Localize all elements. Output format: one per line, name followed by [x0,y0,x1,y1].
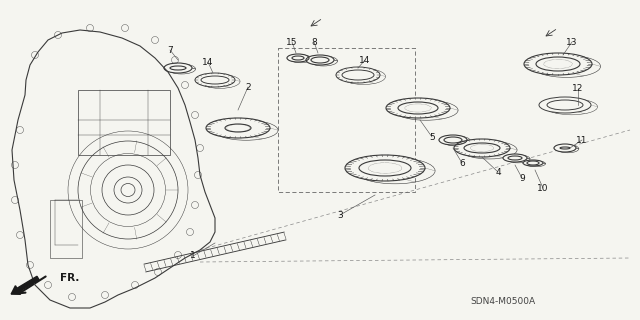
Ellipse shape [336,67,380,83]
Ellipse shape [524,53,592,75]
Ellipse shape [560,147,570,149]
Text: 10: 10 [537,183,548,193]
Ellipse shape [311,57,329,63]
Text: 15: 15 [286,37,298,46]
Ellipse shape [287,54,309,62]
Text: 13: 13 [566,37,578,46]
Ellipse shape [454,139,510,157]
Text: 11: 11 [576,135,588,145]
Ellipse shape [206,118,270,138]
Ellipse shape [359,160,411,176]
Text: 1: 1 [190,252,196,260]
Text: 7: 7 [167,45,173,54]
Ellipse shape [464,143,500,153]
Text: 3: 3 [337,211,343,220]
Ellipse shape [170,66,186,70]
Ellipse shape [439,135,467,145]
Ellipse shape [398,102,438,114]
Text: 5: 5 [429,132,435,141]
Ellipse shape [547,100,583,110]
Text: 4: 4 [495,167,501,177]
Ellipse shape [554,144,576,152]
Text: 6: 6 [459,158,465,167]
Ellipse shape [444,137,462,143]
Ellipse shape [527,161,539,165]
Text: 2: 2 [245,83,251,92]
Ellipse shape [508,156,522,160]
Ellipse shape [292,56,304,60]
Ellipse shape [503,154,527,162]
Ellipse shape [342,70,374,80]
Ellipse shape [523,160,543,166]
Ellipse shape [539,97,591,113]
FancyArrow shape [11,276,39,294]
Text: 14: 14 [359,55,371,65]
Text: 8: 8 [311,37,317,46]
Text: 14: 14 [202,58,214,67]
Text: 12: 12 [572,84,584,92]
Text: 9: 9 [519,173,525,182]
Ellipse shape [386,98,450,118]
Ellipse shape [536,57,580,71]
Ellipse shape [306,55,334,65]
Ellipse shape [345,155,425,181]
Ellipse shape [225,124,251,132]
Text: FR.: FR. [60,273,79,283]
Ellipse shape [195,73,235,87]
Ellipse shape [164,63,192,73]
Ellipse shape [201,76,229,84]
Text: SDN4-M0500A: SDN4-M0500A [470,298,535,307]
